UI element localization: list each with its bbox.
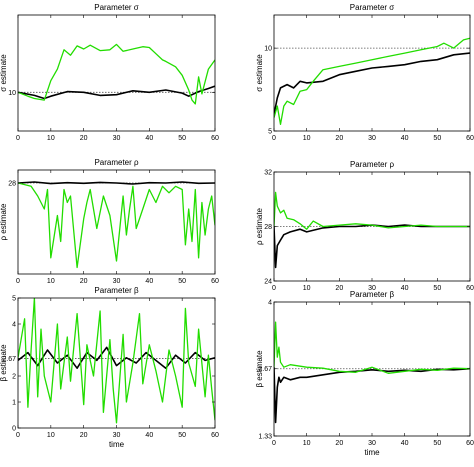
series-line-black [274,52,470,115]
y-tick-label: 2 [12,374,16,381]
series-line-black [274,224,470,269]
x-tick-label: 30 [368,135,376,142]
x-tick-label: 0 [16,278,20,285]
x-tick-label: 0 [272,135,276,142]
x-tick-label: 20 [335,285,343,292]
y-tick-label: 0 [12,426,16,433]
x-tick-label: 10 [303,440,311,447]
x-tick-label: 40 [401,285,409,292]
x-tick-label: 20 [80,135,88,142]
y-tick-label: 10 [8,90,16,97]
x-tick-label: 0 [16,432,20,439]
y-axis-label: σ estimate [255,54,264,92]
x-tick-label: 20 [335,440,343,447]
x-tick-label: 10 [47,135,55,142]
x-tick-label: 60 [211,135,219,142]
x-tick-label: 30 [368,285,376,292]
y-axis-label: β estimate [255,350,264,388]
series-line-green [18,43,215,105]
y-tick-label: 5 [12,296,16,303]
x-tick-label: 30 [368,440,376,447]
plot-frame [17,14,216,132]
y-tick-label: 2.67 [2,356,16,363]
series-line-black [18,346,215,370]
y-tick-label: 1.33 [258,434,272,441]
y-tick-label: 2.67 [258,366,272,373]
y-tick-label: 4 [268,300,272,307]
x-tick-label: 50 [433,440,441,447]
y-axis-label: σ estimate [0,54,8,92]
chart-title: Parameter ρ [94,158,139,167]
x-tick-label: 60 [211,278,219,285]
x-tick-label: 10 [47,432,55,439]
chart-panel-1: Parameter σ σ estimate 0 10 20 30 40 50 60 10 [0,3,219,142]
x-tick-label: 60 [466,440,474,447]
chart-title: Parameter β [94,286,139,295]
x-tick-label: 40 [401,440,409,447]
x-tick-label: 10 [303,135,311,142]
x-tick-label: 60 [466,135,474,142]
x-axis-label: time [364,448,380,457]
x-tick-label: 40 [145,432,153,439]
x-tick-label: 40 [145,278,153,285]
chart-panel-4: Parameter ρ ρ estimate 0 10 20 30 40 50 60 24 28 32 [255,160,474,292]
y-axis-label: β estimate [0,344,8,382]
y-tick-label: 5 [268,129,272,136]
x-tick-label: 20 [80,432,88,439]
x-tick-label: 0 [16,135,20,142]
x-tick-label: 10 [303,285,311,292]
x-tick-label: 50 [178,278,186,285]
x-tick-label: 60 [466,285,474,292]
series-line-green [274,37,470,126]
x-tick-label: 40 [401,135,409,142]
chart-title: Parameter β [350,290,395,299]
series-line-black [18,85,215,100]
chart-panel-5: Parameter β β estimate time 0 10 20 30 40 50 60 0 1… [0,286,219,449]
y-tick-label: 28 [264,224,272,231]
y-tick-label: 32 [264,170,272,177]
x-tick-label: 50 [178,432,186,439]
x-tick-label: 20 [335,135,343,142]
y-axis-label: ρ estimate [255,207,264,245]
x-tick-label: 30 [113,135,121,142]
x-tick-label: 0 [272,285,276,292]
x-tick-label: 30 [113,432,121,439]
series-line-green [18,298,215,424]
series-line-green [274,191,470,230]
plot-frame [273,14,471,132]
y-tick-label: 10 [264,46,272,53]
x-tick-label: 50 [433,135,441,142]
x-tick-label: 50 [178,135,186,142]
chart-panel-3: Parameter ρ ρ estimate 0 10 20 30 40 50 60 28 [0,158,219,285]
x-tick-label: 10 [47,278,55,285]
series-line-black [18,181,215,185]
x-tick-label: 50 [433,285,441,292]
chart-title: Parameter σ [350,3,395,12]
x-tick-label: 30 [113,278,121,285]
y-tick-label: 4 [12,322,16,329]
chart-panel-6: Parameter β β estimate time 0 10 20 30 40 50 60 1.… [255,290,474,457]
chart-panel-2: Parameter σ σ estimate 0 10 20 30 40 50 60 5 10 [255,3,474,142]
y-tick-label: 24 [264,279,272,286]
x-tick-label: 0 [272,440,276,447]
chart-title: Parameter ρ [350,160,395,169]
x-tick-label: 20 [80,278,88,285]
series-line-green [18,182,215,269]
x-tick-label: 40 [145,135,153,142]
y-axis-label: ρ estimate [0,203,8,241]
series-line-green [274,321,470,374]
x-tick-label: 60 [211,432,219,439]
series-line-black [274,367,470,424]
x-axis-label: time [109,440,125,449]
y-tick-label: 28 [8,181,16,188]
y-tick-label: 1 [12,400,16,407]
chart-title: Parameter σ [94,3,139,12]
